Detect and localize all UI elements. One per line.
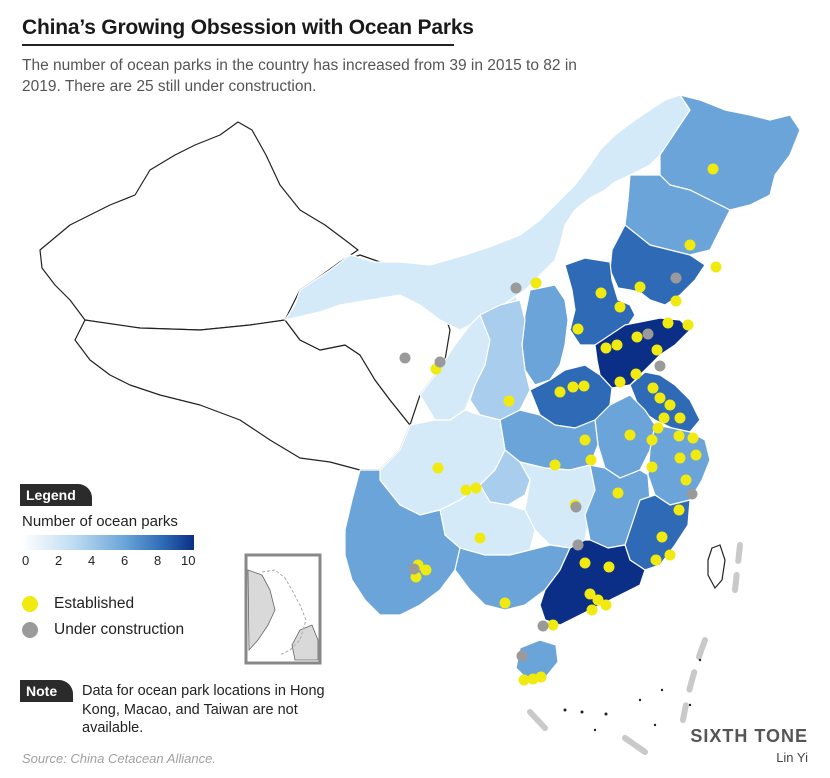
scale-tick-0: 0: [22, 553, 30, 568]
page-title: China’s Growing Obsession with Ocean Par…: [22, 16, 474, 39]
source-credit: Source: China Cetacean Alliance.: [22, 751, 216, 766]
brand-logo: SIXTH TONE: [690, 726, 808, 746]
region-heilongjiang: [659, 94, 801, 211]
maritime-boundary: [527, 542, 743, 755]
note-text: Data for ocean park locations in Hong Ko…: [82, 683, 325, 736]
author-credit: Lin Yi: [776, 750, 808, 765]
note-tag: Note: [20, 680, 74, 702]
title-underline: [22, 44, 454, 46]
region-liaoning: [609, 224, 706, 306]
region-shanxi: [521, 284, 569, 386]
scale-tick-8: 8: [154, 553, 162, 568]
under-construction-label: Under construction: [54, 621, 185, 638]
under-construction-swatch: [22, 622, 38, 638]
page-subtitle: The number of ocean parks in the country…: [22, 57, 577, 95]
color-scale-bar: [22, 535, 194, 550]
established-markers: [410, 163, 722, 686]
scale-tick-6: 6: [121, 553, 129, 568]
established-label: Established: [54, 595, 135, 612]
scale-tick-10: 10: [181, 553, 196, 568]
established-swatch: [22, 596, 38, 612]
south-china-sea-inset: [244, 553, 322, 665]
region-yunnan: [344, 469, 461, 616]
scale-tick-4: 4: [88, 553, 96, 568]
legend-tag: Legend: [20, 484, 92, 506]
region-guangdong: [539, 539, 646, 626]
scale-tick-2: 2: [55, 553, 63, 568]
region-taiwan: [707, 544, 726, 590]
region-hainan: [515, 639, 559, 681]
small-islands: [563, 658, 702, 732]
legend-caption: Number of ocean parks: [22, 513, 178, 530]
under-construction-markers: [399, 272, 698, 662]
